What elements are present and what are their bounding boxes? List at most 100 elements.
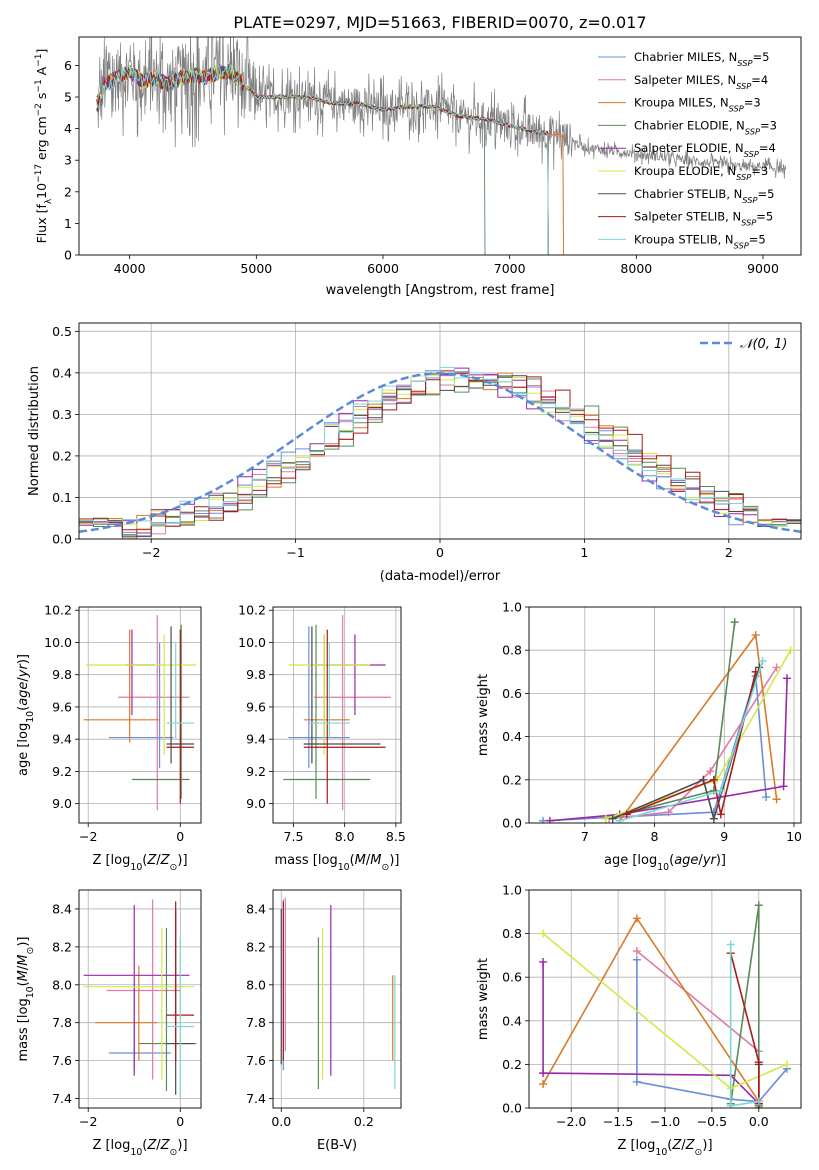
legend-entry: Chabrier MILES, NSSP=5 [634, 50, 769, 68]
massweight-vs-age-series [538, 618, 795, 823]
massweight-vs-Z-frame [528, 889, 802, 1109]
x-tick-label: 1 [580, 545, 588, 560]
weight-marker [709, 814, 718, 823]
weight-marker [622, 810, 631, 819]
y-tick-label: 1.0 [502, 600, 522, 615]
massweight-vs-age-axes: 7 8 9 10 0.0 0.2 0.4 0.6 0.8 1.0 [502, 600, 802, 845]
massweight-vs-age-frame [528, 606, 802, 824]
x-tick-label: 6000 [367, 261, 399, 276]
errorbar-point [166, 937, 195, 1099]
weight-marker [754, 901, 763, 910]
weight-series [608, 663, 764, 823]
y-tick-label: 0.8 [502, 926, 522, 941]
residual-histogram-8 [79, 370, 801, 539]
legend-entry: Kroupa ELODIE, NSSP=3 [634, 164, 768, 182]
weight-line [636, 950, 760, 1104]
weight-marker [716, 786, 725, 795]
weight-marker [779, 782, 788, 791]
x-tick-label: −1 [286, 545, 304, 560]
y-tick-label: 0.2 [502, 772, 522, 787]
y-tick-label: 9.4 [246, 732, 266, 747]
mass-vs-EBV-frame [272, 889, 402, 1109]
legend-entry: Salpeter ELODIE, NSSP=4 [634, 141, 776, 159]
observed-spectrum [96, 37, 787, 179]
errorbar-point [166, 629, 195, 804]
weight-marker [601, 814, 610, 823]
weight-marker [539, 929, 548, 938]
x-tick-label: 0 [436, 545, 444, 560]
spectrum-legend: Chabrier MILES, NSSP=5 Salpeter MILES, NS… [598, 50, 777, 250]
weight-marker [786, 646, 795, 655]
model-spectrum-9 [96, 63, 549, 255]
weight-marker [782, 1060, 791, 1069]
weight-series [539, 914, 763, 1108]
y-tick-label: 7.6 [246, 1053, 266, 1068]
age-vs-mass-axes: 7.5 8.0 8.5 9.0 9.2 9.4 9.6 9.8 10.0 10.2 [238, 603, 406, 844]
y-tick-label: 0.4 [52, 365, 72, 380]
x-tick-label: 10 [786, 829, 802, 844]
errorbar-point [303, 626, 381, 764]
y-tick-label: 7.4 [246, 1091, 266, 1106]
weight-line [542, 961, 760, 1105]
y-tick-label: 0.3 [52, 407, 72, 422]
y-tick-label: 0.1 [52, 490, 72, 505]
weight-line [626, 671, 757, 816]
weight-marker [545, 816, 554, 823]
y-tick-label: 8.2 [52, 939, 72, 954]
weight-line [605, 649, 792, 820]
x-tick-label: 5000 [240, 261, 272, 276]
weight-marker [783, 674, 792, 683]
y-tick-label: 10.2 [238, 603, 266, 618]
errorbar-point [108, 642, 174, 769]
x-tick-label: 8.5 [386, 829, 406, 844]
weight-marker [758, 657, 767, 665]
figure-title: PLATE=0297, MJD=51663, FIBERID=0070, z=0… [233, 13, 646, 32]
mass-vs-Z-xlabel: Z [log10(Z/Z⊙)] [92, 1138, 187, 1158]
x-tick-label: 0.0 [749, 1114, 769, 1129]
age-vs-mass-xlabel: mass [log10(M/M⊙)] [275, 853, 400, 873]
y-tick-label: 5 [64, 90, 72, 105]
weight-marker [716, 810, 725, 819]
errorbar-point [308, 642, 350, 740]
y-tick-label: 9.4 [52, 732, 72, 747]
x-tick-label: 2 [725, 545, 733, 560]
weight-marker [699, 775, 708, 784]
errorbar-point [83, 905, 190, 1076]
mass-vs-EBV-xlabel: E(B-V) [317, 1138, 357, 1153]
x-tick-label: 8 [651, 829, 659, 844]
y-tick-label: 8.0 [246, 977, 266, 992]
y-tick-label: 9.0 [52, 796, 72, 811]
weight-marker [772, 795, 781, 804]
spectrum-ylabel: Flux [fλ10−17 erg cm−2 s−1 A−1] [34, 49, 54, 244]
massweight-vs-Z-axes: −2.0 −1.5 −1.0 −0.5 0.0 0.0 0.2 0.4 0.6 0.8 1.0 [502, 883, 801, 1129]
y-tick-label: 0.4 [502, 1013, 522, 1028]
massweight-vs-Z-ylabel: mass weight [476, 958, 491, 1040]
spectrum-axes: 4000 5000 6000 7000 8000 9000 0 1 2 3 4 5 6 [64, 58, 779, 276]
age-vs-Z-xlabel: Z [log10(Z/Z⊙)] [92, 853, 187, 873]
y-tick-label: 8.4 [246, 901, 266, 916]
weight-marker [632, 914, 641, 923]
y-tick-label: 2 [64, 184, 72, 199]
y-tick-label: 0.2 [502, 1057, 522, 1072]
errorbar-point [303, 629, 386, 804]
y-tick-label: 7.6 [52, 1053, 72, 1068]
x-tick-label: 0.0 [271, 1114, 291, 1129]
y-tick-label: 9.8 [52, 667, 72, 682]
y-tick-label: 8.4 [52, 901, 72, 916]
weight-marker [709, 775, 718, 784]
y-tick-label: 8.2 [246, 939, 266, 954]
x-tick-label: −1.0 [650, 1114, 680, 1129]
mass-vs-Z-ylabel: mass [log10(M/M⊙)] [16, 937, 36, 1062]
residuals-ylabel: Normed distribution [27, 366, 42, 496]
mass-vs-Z-axes: −2 0 7.4 7.6 7.8 8.0 8.2 8.4 [52, 890, 201, 1129]
x-tick-label: 9 [720, 829, 728, 844]
x-tick-label: 7 [581, 829, 589, 844]
weight-marker [632, 955, 641, 964]
weight-marker [608, 814, 617, 823]
x-tick-label: 9000 [747, 261, 779, 276]
x-tick-label: 0.2 [354, 1114, 374, 1129]
y-tick-label: 0.8 [502, 643, 522, 658]
weight-marker [539, 957, 548, 966]
weight-line [542, 916, 760, 1106]
y-tick-label: 4 [64, 121, 72, 136]
